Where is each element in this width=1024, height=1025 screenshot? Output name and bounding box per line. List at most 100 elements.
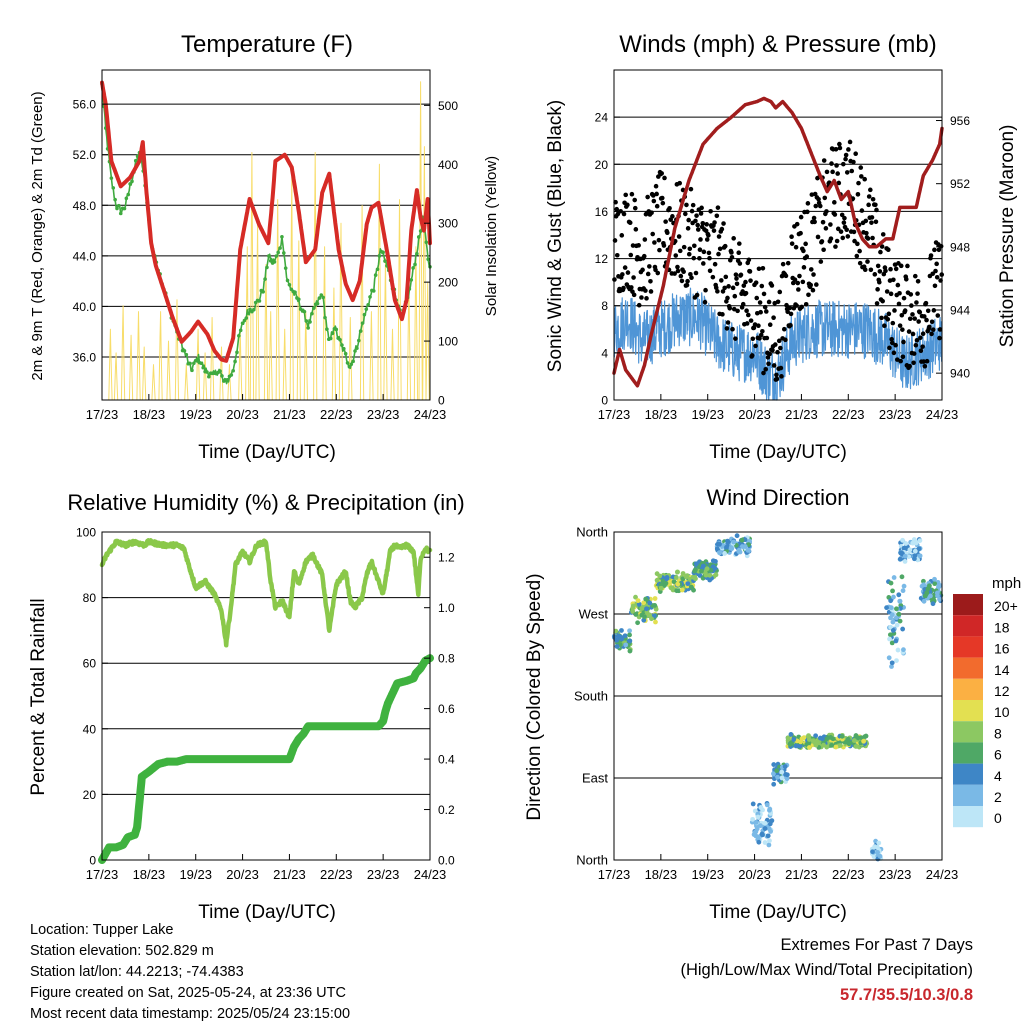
- gust-point: [631, 275, 636, 280]
- gust-point: [697, 255, 702, 261]
- gust-point: [697, 247, 703, 253]
- dewpoint-point: [349, 362, 354, 367]
- gust-point: [886, 247, 891, 253]
- y-tick-label: South: [574, 689, 608, 704]
- gust-point: [808, 267, 814, 272]
- direction-point: [806, 737, 812, 742]
- gust-point: [699, 205, 704, 211]
- gust-point: [692, 243, 697, 249]
- y2-tick-label: 500: [438, 99, 458, 113]
- dewpoint-point: [364, 307, 369, 311]
- gust-point: [689, 275, 694, 281]
- gust-point: [733, 272, 739, 277]
- gust-point: [820, 219, 826, 225]
- gust-point: [694, 292, 700, 298]
- y-tick-label: 40: [83, 722, 97, 736]
- direction-point: [784, 776, 790, 781]
- gust-point: [667, 205, 672, 211]
- gust-point: [706, 233, 711, 238]
- direction-point: [712, 566, 718, 571]
- gust-point: [753, 280, 759, 285]
- dewpoint-point: [347, 364, 352, 369]
- gust-point: [851, 229, 857, 235]
- y-tick-label: East: [582, 771, 608, 786]
- plot-frame: [101, 531, 431, 861]
- x-tick-label: 23/23: [879, 407, 912, 422]
- direction-point: [784, 772, 790, 778]
- dewpoint-point: [426, 257, 430, 262]
- direction-point: [891, 594, 896, 600]
- legend-swatch: [953, 784, 983, 806]
- gust-point: [803, 241, 808, 247]
- gust-point: [832, 200, 837, 205]
- dewpoint-point: [199, 361, 204, 366]
- gust-point: [840, 235, 846, 241]
- gust-point: [927, 324, 932, 330]
- y2-tick-label: 956: [950, 114, 970, 128]
- gust-point: [647, 264, 652, 269]
- legend-swatch: [953, 742, 983, 764]
- direction-point: [729, 546, 735, 552]
- gust-point: [716, 234, 722, 239]
- direction-point: [782, 764, 788, 769]
- direction-point: [896, 611, 902, 617]
- station-latlon: Station lat/lon: 44.2213; -74.4383: [30, 964, 244, 980]
- gust-point: [844, 170, 850, 175]
- direction-point: [750, 816, 756, 822]
- y2-tick-label: 0.4: [438, 753, 455, 767]
- x-tick-label: 23/23: [367, 407, 400, 422]
- direction-point: [758, 805, 764, 810]
- gust-point: [715, 205, 721, 210]
- gust-point: [748, 318, 754, 323]
- gust-point: [645, 194, 650, 200]
- gust-point: [900, 327, 905, 332]
- direction-point: [649, 616, 654, 622]
- insolation-spike: [348, 317, 353, 401]
- gust-point: [841, 161, 846, 167]
- insolation-spike: [322, 246, 327, 401]
- y-tick-label: 16: [595, 205, 609, 219]
- gust-point: [774, 372, 779, 378]
- y2-tick-label: 0.8: [438, 652, 455, 666]
- direction-point: [813, 733, 819, 739]
- direction-point: [636, 601, 642, 607]
- gust-point: [903, 277, 909, 282]
- gust-point: [712, 220, 717, 225]
- gust-point: [893, 266, 899, 272]
- dewpoint-point: [304, 319, 309, 323]
- gust-point: [923, 300, 929, 306]
- y-tick-label: North: [576, 853, 608, 868]
- direction-point: [837, 743, 843, 748]
- data-marks: [612, 96, 945, 401]
- y-tick-label: 12: [595, 252, 609, 266]
- gust-point: [628, 252, 634, 258]
- dewpoint-point: [218, 369, 222, 373]
- direction-point: [888, 615, 893, 621]
- winds-xlabel: Time (Day/UTC): [709, 442, 847, 463]
- dewpoint-point: [416, 235, 421, 239]
- direction-point: [917, 538, 923, 544]
- gust-point: [714, 213, 720, 219]
- x-tick-label: 21/23: [785, 407, 818, 422]
- gust-point: [889, 336, 894, 342]
- gust-point: [796, 287, 801, 292]
- gust-point: [717, 246, 723, 252]
- gust-point: [839, 212, 845, 218]
- temperature-xlabel: Time (Day/UTC): [198, 442, 336, 463]
- x-tick-label: 20/23: [738, 867, 771, 882]
- gust-point: [794, 221, 800, 227]
- gust-point: [847, 139, 853, 145]
- gust-point: [724, 326, 730, 331]
- gust-point: [715, 289, 720, 294]
- direction-point: [715, 541, 721, 547]
- gust-point: [844, 227, 849, 233]
- direction-point: [762, 820, 768, 826]
- direction-point: [614, 637, 620, 643]
- direction-point: [736, 547, 742, 553]
- gust-point: [935, 313, 941, 318]
- gust-point: [625, 202, 630, 208]
- dewpoint-point: [238, 328, 243, 333]
- direction-point: [872, 844, 878, 850]
- direction-point: [717, 550, 723, 556]
